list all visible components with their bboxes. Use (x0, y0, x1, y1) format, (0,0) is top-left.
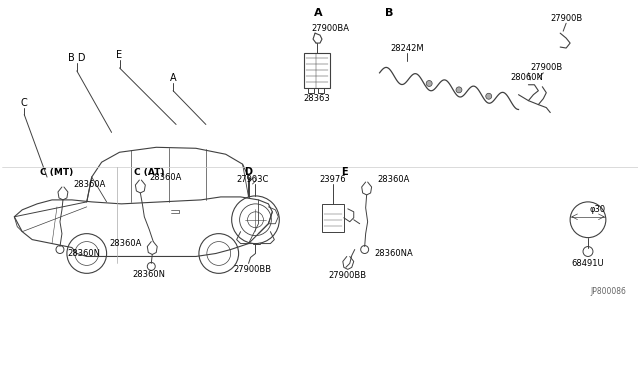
Bar (304, 53, 330, 88)
Text: 68491U: 68491U (572, 259, 604, 268)
Text: 28360N: 28360N (132, 270, 166, 279)
Text: A: A (314, 8, 323, 18)
Text: 28360NA: 28360NA (374, 249, 413, 258)
Bar (322, 204, 344, 232)
Circle shape (426, 80, 432, 86)
Text: B D: B D (68, 53, 86, 63)
Text: 28360A: 28360A (109, 239, 141, 248)
Circle shape (456, 87, 462, 93)
Text: 28060N: 28060N (510, 73, 543, 82)
Text: 28360N: 28360N (67, 249, 100, 258)
Text: E: E (116, 50, 123, 60)
Text: JP800086: JP800086 (590, 287, 626, 296)
Text: E: E (342, 167, 348, 177)
Text: D: D (244, 167, 253, 177)
Text: 28360A: 28360A (149, 173, 182, 182)
Text: C (MT): C (MT) (40, 168, 74, 177)
Text: 23976: 23976 (319, 174, 346, 183)
Text: 27900BB: 27900BB (329, 271, 367, 280)
Text: 28360A: 28360A (74, 180, 106, 189)
Text: 27900BB: 27900BB (234, 265, 271, 274)
Text: B: B (385, 8, 394, 18)
Text: φ30: φ30 (590, 205, 606, 214)
Text: 28360A: 28360A (378, 174, 410, 183)
Text: A: A (170, 73, 177, 83)
Text: 27903C: 27903C (236, 174, 269, 183)
Text: C: C (21, 97, 28, 108)
Text: C (AT): C (AT) (134, 168, 164, 177)
Text: 27900B: 27900B (550, 14, 582, 23)
Text: 27900B: 27900B (530, 63, 563, 73)
Text: 28363: 28363 (303, 94, 330, 103)
Text: 28242M: 28242M (390, 44, 424, 52)
Text: 27900BA: 27900BA (311, 24, 349, 33)
Circle shape (486, 93, 492, 99)
